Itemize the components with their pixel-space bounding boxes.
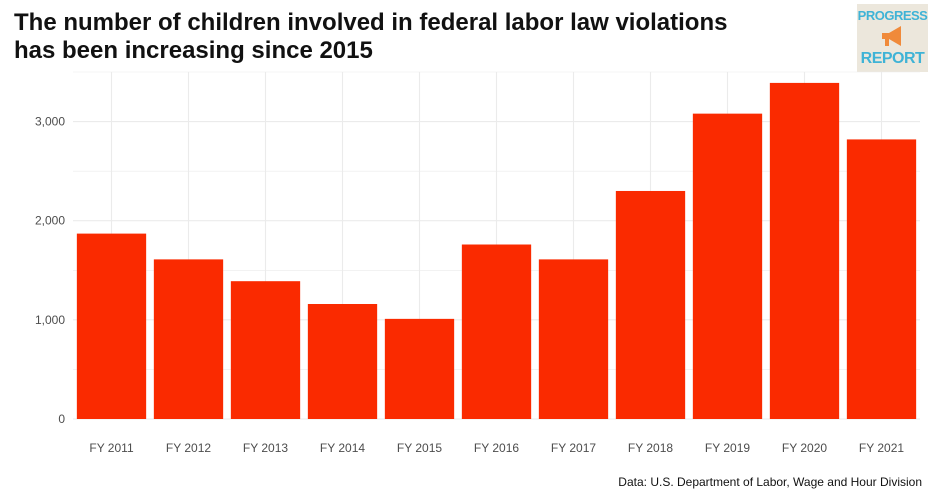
progress-report-logo: PROGRESS REPORT — [857, 4, 928, 72]
x-tick-label: FY 2014 — [320, 441, 365, 455]
bar-fy-2018 — [615, 190, 686, 419]
bar-fy-2012 — [153, 259, 224, 419]
x-tick-label: FY 2017 — [551, 441, 596, 455]
x-tick-label: FY 2012 — [166, 441, 211, 455]
x-tick-label: FY 2020 — [782, 441, 827, 455]
bar-fy-2021 — [846, 139, 917, 419]
y-tick-label: 3,000 — [35, 115, 65, 129]
y-tick-label: 1,000 — [35, 313, 65, 327]
y-tick-label: 2,000 — [35, 214, 65, 228]
bar-fy-2020 — [769, 82, 840, 420]
bar-fy-2019 — [692, 113, 763, 419]
x-tick-label: FY 2015 — [397, 441, 442, 455]
chart-title: The number of children involved in feder… — [14, 9, 834, 65]
x-tick-label: FY 2016 — [474, 441, 519, 455]
x-tick-label: FY 2021 — [859, 441, 904, 455]
x-tick-label: FY 2013 — [243, 441, 288, 455]
y-axis-tick-labels: 0 1,000 2,000 3,000 — [35, 115, 65, 426]
x-axis-tick-labels: FY 2011 FY 2012 FY 2013 FY 2014 FY 2015 FY 20… — [89, 441, 904, 455]
bar-fy-2016 — [461, 244, 532, 419]
x-tick-label: FY 2019 — [705, 441, 750, 455]
bar-fy-2014 — [307, 303, 378, 419]
bar-fy-2013 — [230, 281, 301, 419]
bar-fy-2015 — [384, 318, 455, 419]
bar-fy-2011 — [76, 233, 147, 419]
logo-top-text: PROGRESS — [857, 8, 928, 23]
chart-title-line-1: The number of children involved in feder… — [14, 9, 728, 36]
logo-bottom-text: REPORT — [860, 50, 925, 67]
x-tick-label: FY 2011 — [89, 441, 134, 455]
bars — [76, 82, 917, 420]
megaphone-icon — [882, 26, 901, 46]
data-source-note: Data: U.S. Department of Labor, Wage and… — [618, 475, 922, 489]
chart-title-line-2: has been increasing since 2015 — [14, 37, 373, 64]
bar-fy-2017 — [538, 259, 609, 419]
x-tick-label: FY 2018 — [628, 441, 673, 455]
y-tick-label: 0 — [58, 412, 65, 426]
